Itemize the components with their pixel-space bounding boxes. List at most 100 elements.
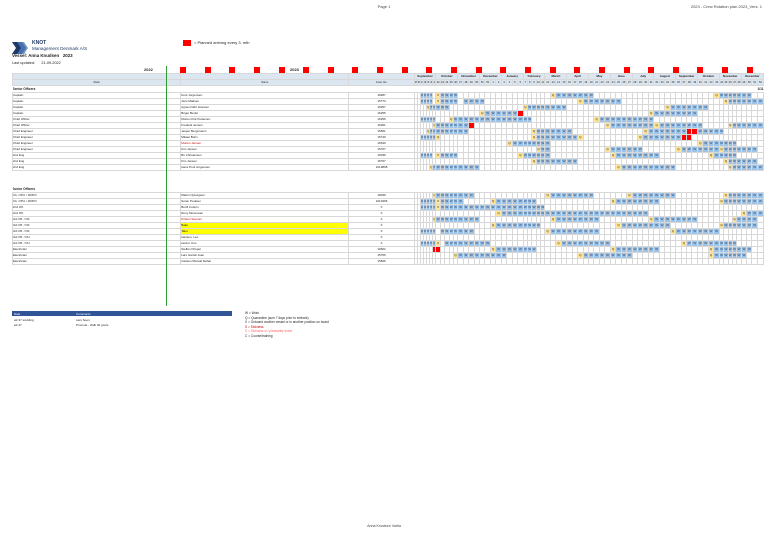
comment-date: wk 37 sculding [14, 318, 34, 322]
arrival-marker [524, 67, 531, 73]
comment-row: wk 37 sculding Lars Soen [12, 318, 232, 323]
schedule-cell: W [736, 164, 742, 171]
schedule-cell [539, 258, 546, 265]
week-number: 46 [727, 79, 733, 86]
legend-key-item: X = Onboard another vessel or in another… [245, 320, 329, 325]
week-number: 45 [448, 79, 454, 86]
schedule-cell [489, 258, 497, 265]
schedule-cell [707, 164, 715, 171]
company-name-line2: Management Denmark A/S [32, 46, 88, 51]
legend-key-item: C = Course/training [245, 333, 273, 338]
crew-number: 15826 [348, 258, 415, 265]
vessel-name: Vessel: Anna Knudsen [12, 53, 60, 58]
week-number: 42 [435, 79, 441, 86]
schedule-cell: W [664, 164, 671, 171]
arrival-marker [549, 67, 556, 73]
arrival-marker [278, 67, 285, 73]
page-footer: Anna Knudsen Vartla [367, 524, 401, 528]
schedule-cell [686, 258, 693, 265]
schedule-cell [707, 258, 715, 265]
year-label-right: 2023 [290, 67, 299, 72]
schedule-cell [511, 258, 519, 265]
arrival-marker [451, 67, 458, 73]
arrival-marker [327, 67, 334, 73]
arrival-marker [574, 67, 581, 73]
week-number: 40 [429, 79, 434, 86]
crew-name: Carsten Manski Dahat [180, 258, 350, 265]
arrival-marker [401, 67, 408, 73]
week-number: 46 [452, 79, 459, 86]
schedule-cell: W [452, 164, 459, 171]
year-label-left: 2022 [144, 67, 153, 72]
week-number: 22 [598, 79, 606, 86]
arrival-marker [475, 67, 482, 73]
schedule-cell [664, 258, 671, 265]
legend-swatch [183, 40, 191, 46]
week-number: 1 [489, 79, 497, 86]
arrival-marker [303, 67, 310, 73]
crew-row: Chief Engineer Jesper Bergsmann 16501 Q W W W W… [11, 128, 765, 135]
arrival-marker [180, 67, 186, 73]
crew-row: 2nd Eng Hans Poul Jorgensen 1019898 Q W W W W W W… [11, 164, 765, 171]
week-number: 48 [736, 79, 742, 86]
week-number: 37 [419, 79, 425, 86]
week-number: 52 [756, 79, 765, 86]
crew-row: Electrician Carsten Manski Dahat 15826 [11, 258, 765, 265]
week-number: 38 [422, 79, 428, 86]
crew-row: 3rd Off. / DK Taku X W W W W W W W W W W W W Q W W W W W W W W W… [11, 228, 765, 235]
section-title: Junior Officers [12, 186, 36, 191]
week-number: 34 [664, 79, 671, 86]
crew-rank: 2nd Eng [11, 164, 182, 171]
current-week-line [166, 66, 167, 306]
legend-text: = Planned arriving every 3. mth [194, 40, 250, 45]
last-updated: Last updated: 21-09-2022 [12, 61, 61, 65]
week-number: 30 [642, 79, 649, 86]
schedule-cell [736, 258, 742, 265]
legend-key-item: S = Sickness [245, 324, 264, 329]
arrival-marker [426, 67, 433, 73]
rotation-grid: September October November December January F… [11, 73, 765, 265]
schedule-cell [620, 258, 628, 265]
last-updated-date: 21-09-2022 [41, 61, 61, 65]
arrival-marker [697, 67, 704, 73]
schedule-cell [555, 164, 562, 171]
arrival-marker [377, 67, 384, 73]
week-number: 35 [413, 79, 418, 86]
crew-row: Chief Engineer Mikael Bohn 15740 W W W W W Q Q W W W… [11, 134, 765, 141]
schedule-cell: W [642, 164, 649, 171]
week-number: 14 [555, 79, 562, 86]
schedule-cell [577, 258, 584, 265]
month-label: September [675, 73, 699, 80]
schedule-cell [539, 164, 546, 171]
legend-key-item: S = Sickness w / pleasantly leave [245, 329, 293, 334]
arrival-marker [722, 67, 729, 73]
arrival-marker [229, 67, 236, 73]
section-title: Senior Officers [12, 86, 36, 91]
comment-row: wk 37 Promote - Wdk 40 years [12, 323, 232, 328]
schedule-cell [489, 164, 497, 171]
schedule-cell [555, 258, 562, 265]
rotation-table: September October November December January F… [11, 73, 765, 265]
legend-key-item: Q = Quarantine (sum 7 days prior to emba… [245, 315, 309, 320]
document-title: 2023 - Crew Rotation plan 2023_Vers. 1 [690, 4, 762, 9]
schedule-cell: W [432, 164, 437, 171]
comments-comment-heading: Comments [76, 311, 91, 316]
schedule-cell [686, 164, 693, 171]
column-header-rank: Rank [11, 79, 182, 86]
schedule-cell [468, 258, 475, 265]
schedule-cell [598, 258, 606, 265]
crew-row: 3rd Off. / DK Kirsten Soerum X Q W W W W W W W W W Q W… [11, 216, 765, 223]
arrival-marker [648, 67, 655, 73]
schedule-cell [756, 258, 765, 265]
section-page-number: 1/11 [757, 86, 764, 91]
week-number: 49 [468, 79, 475, 86]
legend-key-item: W = Work [245, 311, 260, 315]
comment-date: wk 37 [14, 323, 22, 327]
schedule-cell [577, 164, 584, 171]
arrival-marker [253, 67, 260, 73]
week-number: 51 [751, 79, 758, 86]
company-name-line1: KNOT [32, 40, 47, 46]
crew-row: 2nd Off. Bertil Coburn X W W W W W X W W W W W W W W W W W W… [11, 204, 765, 211]
comments-list: wk 37 sculding Lars Soen wk 37 Promote - Wd… [12, 318, 232, 328]
schedule-cell: W [756, 164, 765, 171]
